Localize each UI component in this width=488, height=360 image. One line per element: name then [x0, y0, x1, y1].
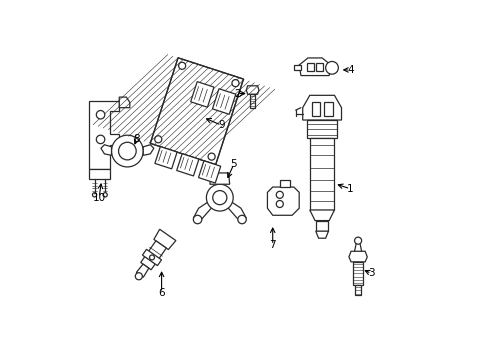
Text: 4: 4 [346, 65, 353, 75]
Polygon shape [302, 95, 341, 120]
Polygon shape [150, 58, 243, 165]
Polygon shape [299, 58, 330, 76]
Text: 8: 8 [133, 134, 140, 144]
Bar [309, 138, 334, 210]
Bar [323, 102, 332, 116]
Polygon shape [293, 65, 300, 69]
Polygon shape [190, 82, 214, 107]
Circle shape [118, 142, 136, 160]
Polygon shape [246, 86, 259, 94]
Circle shape [103, 193, 107, 197]
Polygon shape [136, 264, 148, 277]
Polygon shape [348, 251, 366, 262]
Bar [355, 285, 360, 294]
Circle shape [276, 191, 283, 198]
Polygon shape [226, 201, 246, 221]
Circle shape [96, 111, 104, 119]
Polygon shape [143, 145, 154, 155]
Polygon shape [142, 249, 161, 266]
Text: 2: 2 [234, 89, 240, 99]
Polygon shape [267, 187, 299, 215]
Bar [306, 63, 314, 71]
Circle shape [96, 135, 104, 144]
Text: 3: 3 [367, 269, 374, 279]
Text: 1: 1 [346, 184, 353, 194]
Circle shape [149, 255, 154, 260]
Polygon shape [89, 100, 119, 170]
Text: 6: 6 [158, 288, 164, 298]
Polygon shape [209, 173, 229, 184]
Polygon shape [212, 89, 235, 114]
Polygon shape [101, 145, 111, 155]
Circle shape [111, 135, 143, 167]
Polygon shape [309, 210, 334, 221]
Circle shape [237, 215, 246, 224]
Circle shape [212, 190, 226, 205]
Circle shape [193, 215, 202, 224]
Text: 5: 5 [230, 159, 237, 169]
Circle shape [354, 237, 361, 244]
Polygon shape [154, 229, 176, 249]
Circle shape [206, 184, 233, 211]
Polygon shape [89, 170, 110, 179]
Circle shape [276, 201, 283, 207]
Polygon shape [279, 180, 290, 187]
Bar [315, 221, 328, 231]
Polygon shape [176, 154, 199, 176]
Bar [311, 102, 320, 116]
Polygon shape [141, 241, 166, 270]
Circle shape [325, 62, 338, 74]
Polygon shape [198, 161, 220, 183]
Circle shape [154, 136, 162, 143]
Circle shape [92, 193, 97, 197]
Bar [249, 94, 255, 108]
Bar [352, 262, 362, 285]
Text: 10: 10 [92, 193, 105, 203]
Circle shape [208, 153, 215, 160]
Polygon shape [193, 201, 212, 221]
Circle shape [178, 62, 185, 69]
Circle shape [135, 273, 142, 280]
Polygon shape [155, 147, 177, 169]
Bar [306, 120, 336, 138]
Circle shape [231, 80, 239, 87]
Text: 9: 9 [218, 120, 224, 130]
Polygon shape [119, 97, 130, 108]
Polygon shape [315, 231, 328, 238]
Bar [315, 63, 322, 71]
Text: 7: 7 [269, 240, 275, 250]
